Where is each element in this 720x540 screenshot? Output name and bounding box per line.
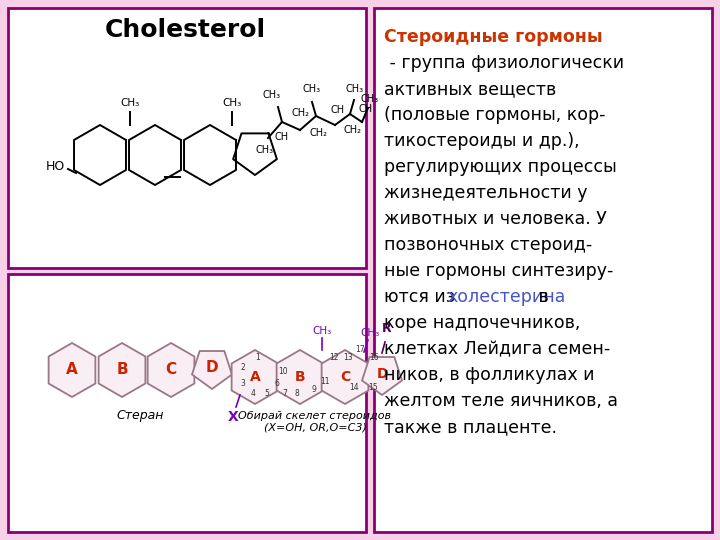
Text: жизнедеятельности у: жизнедеятельности у bbox=[384, 184, 588, 202]
Text: R: R bbox=[382, 322, 392, 335]
Polygon shape bbox=[49, 343, 95, 397]
Text: CH₂: CH₂ bbox=[309, 128, 327, 138]
Text: тикостероиды и др.),: тикостероиды и др.), bbox=[384, 132, 580, 150]
Text: CH₃: CH₃ bbox=[361, 328, 379, 338]
Text: 15: 15 bbox=[368, 382, 378, 392]
Text: животных и человека. У: животных и человека. У bbox=[384, 210, 607, 228]
Polygon shape bbox=[362, 357, 402, 395]
Text: CH: CH bbox=[275, 132, 289, 142]
Text: Cholesterol: Cholesterol bbox=[104, 18, 266, 42]
Text: 13: 13 bbox=[343, 354, 353, 362]
Text: Стеран: Стеран bbox=[117, 408, 163, 422]
Text: CH₃: CH₃ bbox=[256, 145, 274, 155]
Text: позвоночных стероид-: позвоночных стероид- bbox=[384, 236, 593, 254]
Polygon shape bbox=[192, 351, 232, 389]
Text: также в плаценте.: также в плаценте. bbox=[384, 418, 557, 436]
Text: 2: 2 bbox=[240, 362, 246, 372]
Text: 16: 16 bbox=[369, 353, 379, 361]
Text: CH₂: CH₂ bbox=[344, 125, 362, 135]
Text: клетках Лейдига семен-: клетках Лейдига семен- bbox=[384, 340, 611, 358]
Text: регулирующих процессы: регулирующих процессы bbox=[384, 158, 617, 176]
Text: ные гормоны синтезиру-: ные гормоны синтезиру- bbox=[384, 262, 613, 280]
Text: CH₂: CH₂ bbox=[291, 108, 309, 118]
Text: CH₃: CH₃ bbox=[361, 94, 379, 104]
Text: C: C bbox=[340, 370, 350, 384]
Text: в: в bbox=[533, 288, 549, 306]
Polygon shape bbox=[276, 350, 323, 404]
Text: HO: HO bbox=[45, 160, 65, 173]
Text: 3: 3 bbox=[240, 380, 246, 388]
Text: 17: 17 bbox=[355, 346, 365, 354]
FancyBboxPatch shape bbox=[8, 274, 366, 532]
FancyBboxPatch shape bbox=[374, 8, 712, 532]
Text: D: D bbox=[377, 367, 388, 381]
Text: 8: 8 bbox=[294, 388, 300, 397]
Text: активных веществ: активных веществ bbox=[384, 80, 557, 98]
FancyBboxPatch shape bbox=[8, 8, 366, 268]
Text: CH₃: CH₃ bbox=[303, 84, 321, 94]
Text: 9: 9 bbox=[312, 386, 316, 395]
Text: CH: CH bbox=[359, 104, 373, 114]
Text: ников, в фолликулах и: ников, в фолликулах и bbox=[384, 366, 595, 384]
Text: - группа физиологически: - группа физиологически bbox=[384, 54, 624, 72]
Text: CH₃: CH₃ bbox=[263, 90, 281, 100]
Text: 6: 6 bbox=[274, 380, 279, 388]
Text: Стероидные гормоны: Стероидные гормоны bbox=[384, 28, 603, 46]
Text: Обирай скелет стероидов
(X=OH, OR,O=C3): Обирай скелет стероидов (X=OH, OR,O=C3) bbox=[238, 411, 392, 433]
Text: 1: 1 bbox=[256, 353, 261, 361]
Polygon shape bbox=[99, 343, 145, 397]
Text: 10: 10 bbox=[278, 368, 288, 376]
Text: B: B bbox=[294, 370, 305, 384]
Text: 12: 12 bbox=[329, 354, 338, 362]
Text: CH₃: CH₃ bbox=[312, 326, 332, 336]
Text: CH: CH bbox=[331, 105, 345, 115]
Text: коре надпочечников,: коре надпочечников, bbox=[384, 314, 580, 332]
Text: CH₃: CH₃ bbox=[222, 98, 242, 108]
Polygon shape bbox=[232, 350, 279, 404]
Polygon shape bbox=[322, 350, 369, 404]
Text: A: A bbox=[250, 370, 261, 384]
Text: желтом теле яичников, а: желтом теле яичников, а bbox=[384, 392, 618, 410]
Text: 5: 5 bbox=[264, 388, 269, 397]
Text: D: D bbox=[206, 361, 218, 375]
Text: CH₃: CH₃ bbox=[346, 84, 364, 94]
Polygon shape bbox=[148, 343, 194, 397]
Text: C: C bbox=[166, 362, 176, 377]
Text: A: A bbox=[66, 362, 78, 377]
Text: CH₃: CH₃ bbox=[120, 98, 140, 108]
Text: 4: 4 bbox=[251, 388, 256, 397]
Text: (половые гормоны, кор-: (половые гормоны, кор- bbox=[384, 106, 606, 124]
Text: холестерина: холестерина bbox=[448, 288, 567, 306]
Text: 11: 11 bbox=[320, 377, 330, 387]
Text: 7: 7 bbox=[282, 388, 287, 397]
Text: B: B bbox=[116, 362, 128, 377]
Text: 14: 14 bbox=[349, 382, 359, 392]
Text: X: X bbox=[228, 410, 238, 424]
Text: ются из: ются из bbox=[384, 288, 461, 306]
